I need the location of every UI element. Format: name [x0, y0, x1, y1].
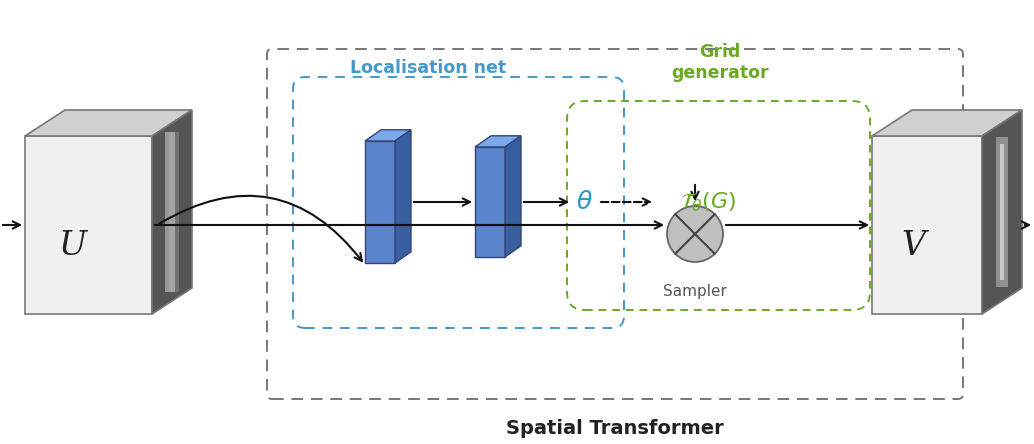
Polygon shape — [169, 132, 179, 292]
Polygon shape — [152, 110, 192, 314]
Polygon shape — [25, 110, 192, 136]
Text: Spatial Transformer: Spatial Transformer — [506, 419, 724, 438]
Text: V: V — [902, 230, 925, 262]
Text: Sampler: Sampler — [663, 284, 727, 299]
Circle shape — [667, 206, 723, 262]
Polygon shape — [475, 147, 505, 257]
Polygon shape — [475, 136, 521, 147]
Polygon shape — [365, 141, 395, 263]
Polygon shape — [25, 136, 152, 314]
Polygon shape — [165, 132, 175, 292]
Polygon shape — [1000, 144, 1004, 280]
Polygon shape — [395, 130, 410, 263]
Text: $\mathcal{T}_{\theta}(G)$: $\mathcal{T}_{\theta}(G)$ — [679, 190, 736, 214]
Text: $\theta$: $\theta$ — [576, 190, 592, 214]
Polygon shape — [982, 110, 1022, 314]
Text: U: U — [59, 230, 87, 262]
Text: Grid
generator: Grid generator — [671, 43, 769, 82]
Polygon shape — [872, 110, 1022, 136]
Polygon shape — [365, 130, 410, 141]
Polygon shape — [872, 136, 982, 314]
Text: Localisation net: Localisation net — [351, 59, 507, 77]
Polygon shape — [997, 137, 1007, 287]
Polygon shape — [505, 136, 521, 257]
